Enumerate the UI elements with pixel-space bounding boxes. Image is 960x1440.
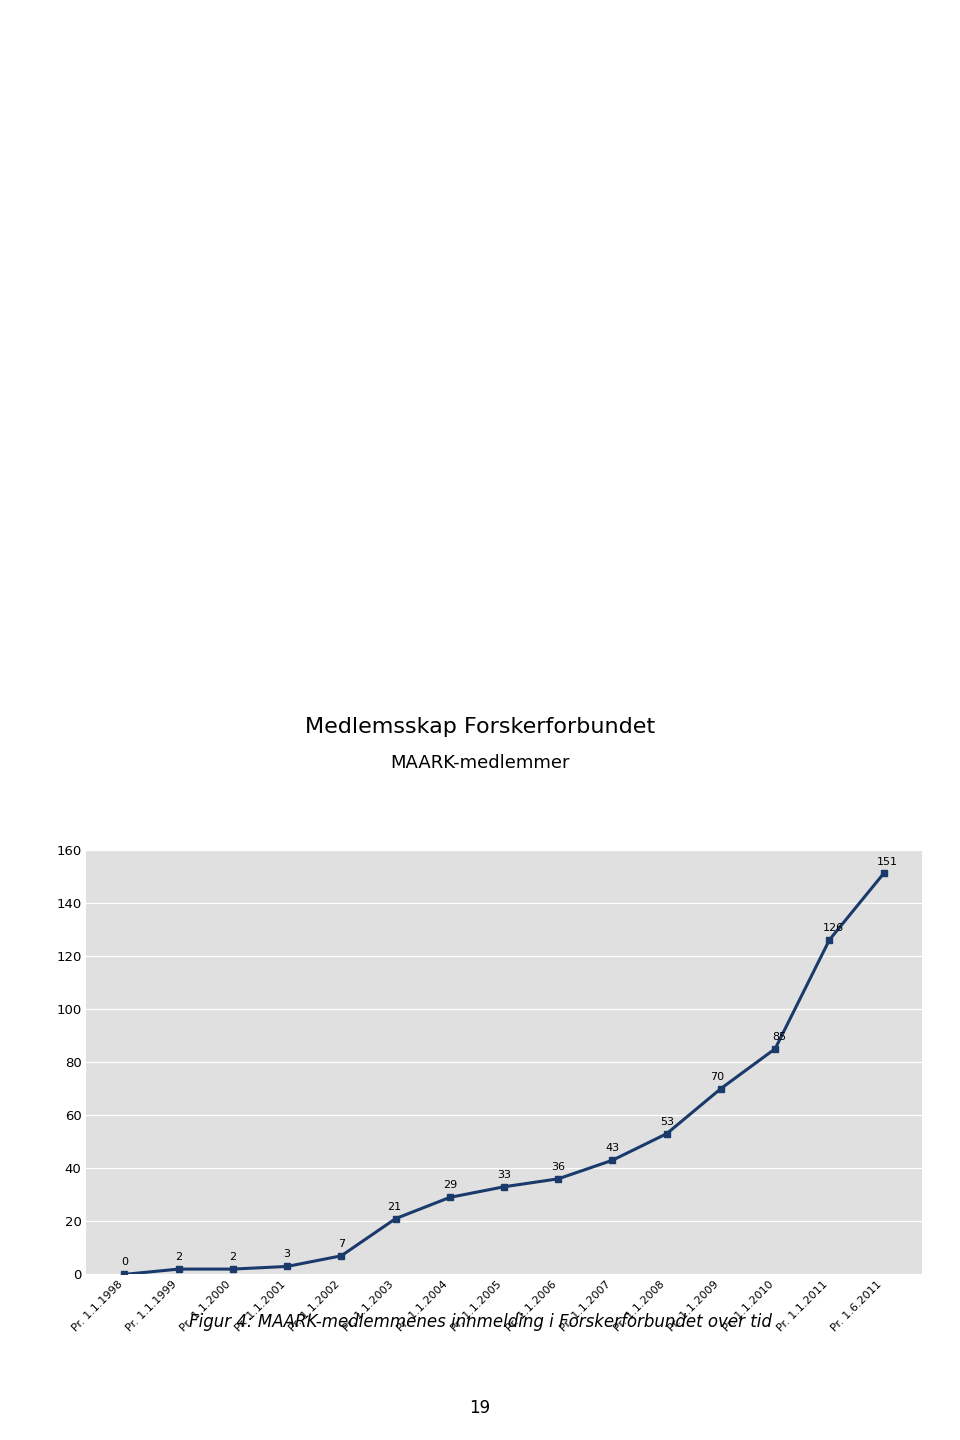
Text: 53: 53	[660, 1117, 674, 1126]
Text: 0: 0	[121, 1257, 128, 1267]
Text: 33: 33	[497, 1169, 511, 1179]
Text: 21: 21	[387, 1202, 401, 1211]
Text: 2: 2	[175, 1253, 182, 1261]
Text: 29: 29	[443, 1181, 457, 1191]
Text: Figur 4: MAARK-medlemmenes innmelding i Forskerforbundet over tid: Figur 4: MAARK-medlemmenes innmelding i …	[188, 1313, 772, 1331]
Text: 85: 85	[772, 1032, 786, 1041]
Text: 151: 151	[877, 857, 899, 867]
Text: Medlemsskap Forskerforbundet: Medlemsskap Forskerforbundet	[305, 717, 655, 737]
Text: 3: 3	[283, 1250, 291, 1260]
Text: 19: 19	[469, 1400, 491, 1417]
Text: MAARK-medlemmer: MAARK-medlemmer	[391, 755, 569, 772]
Text: 2: 2	[229, 1253, 236, 1261]
Text: 7: 7	[338, 1238, 345, 1248]
Text: 36: 36	[551, 1162, 565, 1172]
Text: 126: 126	[823, 923, 844, 933]
Text: 43: 43	[606, 1143, 619, 1153]
Text: 70: 70	[709, 1071, 724, 1081]
